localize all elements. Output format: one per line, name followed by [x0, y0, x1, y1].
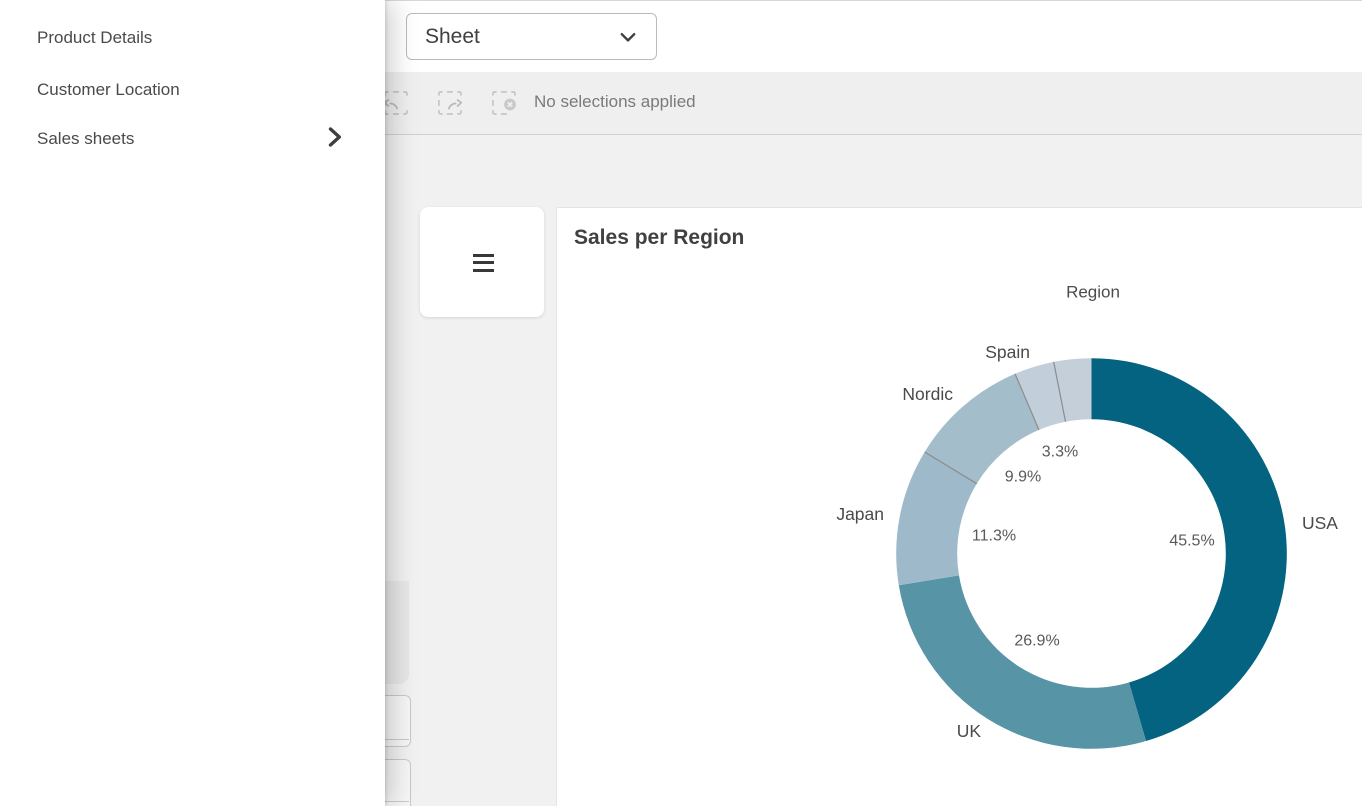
svg-text:Region: Region: [1066, 283, 1120, 302]
svg-text:USA: USA: [1302, 513, 1338, 533]
svg-text:9.9%: 9.9%: [1005, 469, 1041, 486]
svg-text:Nordic: Nordic: [902, 384, 953, 404]
svg-text:UK: UK: [957, 721, 982, 741]
svg-text:26.9%: 26.9%: [1014, 633, 1059, 650]
svg-text:Japan: Japan: [836, 504, 884, 524]
svg-text:3.3%: 3.3%: [1042, 444, 1078, 461]
svg-text:11.3%: 11.3%: [972, 528, 1016, 545]
svg-text:Spain: Spain: [985, 342, 1030, 362]
svg-text:45.5%: 45.5%: [1169, 533, 1214, 550]
